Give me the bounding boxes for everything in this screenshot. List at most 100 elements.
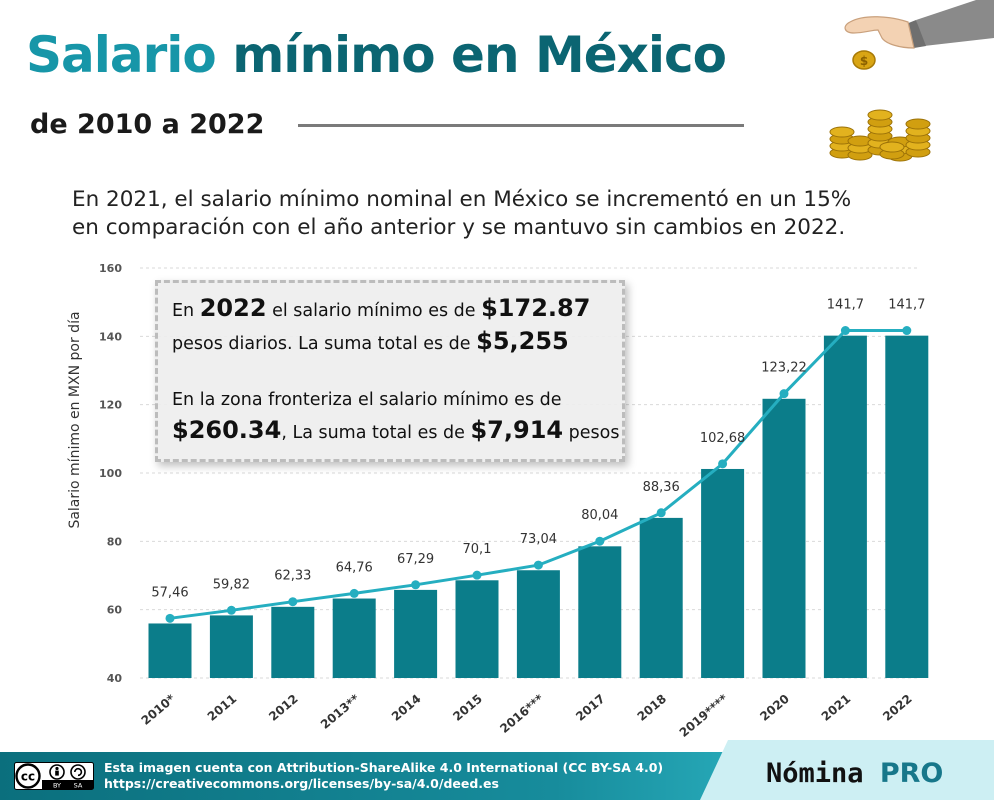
title-part-salario: Salario: [26, 26, 217, 84]
data-point: [411, 580, 421, 590]
value-labels: 57,46 59,82 62,33 64,76 67,29 70,1 73,04 80,04 8…: [151, 298, 925, 601]
coin-icon: [905, 118, 931, 130]
salary-chart: 40 60 80 100 120 140 160 Salario mínimo en MXN…: [67, 262, 929, 740]
x-tick-label: 2013**: [318, 691, 363, 732]
coin-icon: [879, 141, 905, 153]
x-tick-label: 2016***: [497, 691, 547, 736]
data-point: [533, 560, 543, 570]
callout-line-3: En la zona fronteriza el salario mínimo …: [172, 390, 562, 410]
data-point: [226, 605, 236, 615]
callout-text: pesos: [563, 423, 620, 443]
hand-dropping-coin-icon: $: [829, 0, 994, 162]
value-label: 62,33: [274, 569, 311, 584]
footer-band: [0, 752, 740, 800]
callout-spacer: [172, 359, 622, 385]
callout-line-2: pesos diarios. La suma total es de $5,25…: [172, 326, 622, 359]
y-tick-label: 120: [99, 399, 122, 412]
callout-border-wage: $260.34: [172, 416, 282, 444]
trend-points: [165, 326, 912, 623]
bar: [701, 468, 745, 678]
bar: [639, 517, 683, 678]
cc-by-sa-icon: cc BY SA: [14, 762, 94, 790]
summary-line-1: En 2021, el salario mínimo nominal en Mé…: [72, 187, 852, 212]
bar: [209, 615, 253, 678]
y-axis-ticks: 40 60 80 100 120 140 160: [99, 262, 122, 685]
x-tick-label: 2011: [205, 692, 240, 724]
data-point: [656, 508, 666, 518]
callout-text: , La suma total es de: [281, 423, 471, 443]
x-tick-label: 2022: [880, 692, 915, 724]
title-part-rest: mínimo en México: [232, 26, 727, 84]
cc-badge-sa: SA: [74, 782, 83, 790]
x-tick-label: 2014: [389, 692, 424, 724]
data-point: [349, 588, 359, 598]
license-link[interactable]: https://creativecommons.org/licenses/by-…: [104, 776, 499, 791]
bar: [455, 580, 499, 678]
x-tick-label: 2020: [757, 692, 792, 724]
data-point: [165, 613, 175, 623]
callout-text: pesos diarios. La suma total es de: [172, 334, 477, 354]
x-axis-labels: 2010* 2011 2012 2013** 2014 2015 2016*** 2017 20…: [139, 691, 915, 740]
x-tick-label: 2010*: [139, 691, 179, 728]
callout-text: el salario mínimo es de: [266, 301, 482, 321]
y-tick-label: 60: [107, 604, 123, 617]
value-label: 57,46: [151, 585, 188, 600]
bar: [516, 570, 560, 678]
page-title: Salario mínimo en México: [26, 20, 727, 90]
y-tick-label: 80: [107, 535, 123, 548]
callout-line-1: En 2022 el salario mínimo es de $172.87: [172, 293, 622, 326]
y-tick-label: 140: [99, 330, 122, 343]
cc-badge-by: BY: [53, 782, 61, 790]
data-point: [902, 326, 912, 336]
x-tick-label: 2015: [450, 692, 485, 724]
value-label: 73,04: [520, 532, 557, 547]
data-point: [779, 389, 789, 399]
bar: [885, 335, 929, 678]
cc-badge-cc: cc: [21, 770, 35, 784]
x-tick-label: 2021: [819, 692, 854, 724]
coin-icon: [867, 109, 893, 121]
brand-part-nomina: Nómina: [766, 758, 864, 789]
brand-logo: Nómina PRO: [766, 752, 943, 796]
callout-line-4: $260.34, La suma total es de $7,914 peso…: [172, 415, 622, 448]
summary-text: En 2021, el salario mínimo nominal en Mé…: [72, 186, 972, 242]
value-label: 102,68: [700, 431, 746, 446]
data-point: [718, 459, 728, 469]
bar: [394, 589, 438, 678]
summary-line-2: en comparación con el año anterior y se …: [72, 215, 846, 240]
coin-stacks-icon: [829, 109, 931, 162]
footer-brand-panel: [700, 740, 994, 800]
bar: [823, 335, 867, 678]
y-tick-label: 160: [99, 262, 122, 275]
value-label: 141,7: [888, 298, 925, 313]
coin-icon: [829, 126, 855, 138]
value-label: 64,76: [336, 560, 373, 575]
hand-icon: [844, 0, 994, 49]
value-label: 67,29: [397, 552, 434, 567]
data-point: [840, 326, 850, 336]
svg-text:$: $: [860, 54, 868, 68]
bar-series: [148, 335, 929, 678]
x-tick-label: 2012: [266, 692, 301, 724]
page-subtitle: de 2010 a 2022: [30, 109, 265, 140]
y-tick-label: 40: [107, 672, 123, 685]
brand-part-pro: PRO: [879, 758, 944, 789]
callout-text: En: [172, 301, 200, 321]
data-point: [288, 597, 298, 607]
title-divider: [298, 124, 744, 127]
bar: [148, 623, 192, 678]
value-label: 123,22: [761, 361, 807, 376]
value-label: 88,36: [643, 480, 680, 495]
license-line-1: Esta imagen cuenta con Attribution-Share…: [104, 760, 664, 775]
value-label: 141,7: [827, 298, 864, 313]
bar: [578, 546, 622, 678]
x-tick-label: 2017: [573, 692, 608, 724]
bar: [271, 606, 315, 678]
x-tick-label: 2019****: [677, 691, 731, 740]
x-tick-label: 2018: [635, 692, 670, 724]
callout-daily-wage: $172.87: [481, 294, 591, 322]
bar: [332, 598, 376, 678]
falling-coin-icon: $: [852, 50, 876, 70]
value-label: 80,04: [581, 508, 618, 523]
data-point: [595, 536, 605, 546]
